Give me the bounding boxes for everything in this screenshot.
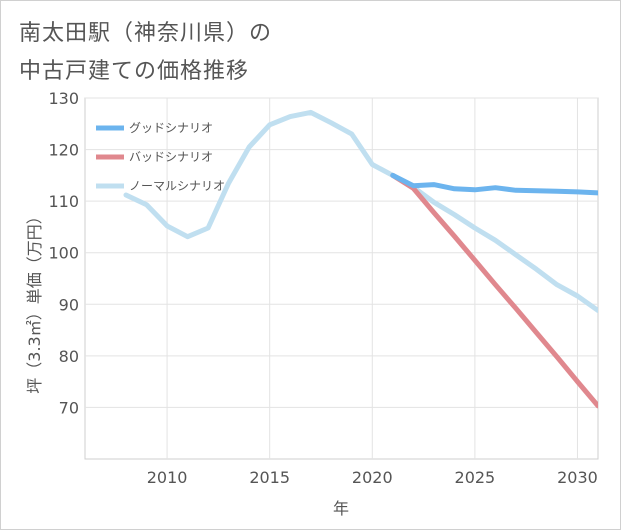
y-tick-label: 70 xyxy=(59,398,79,417)
legend-label: グッドシナリオ xyxy=(129,121,213,135)
y-tick-label: 100 xyxy=(48,244,79,263)
series-lines xyxy=(123,109,598,409)
chart-title-line1: 南太田駅（神奈川県）の xyxy=(19,21,273,46)
legend-item-normal[interactable]: ノーマルシナリオ xyxy=(96,179,225,193)
legend-item-bad[interactable]: バッドシナリオ xyxy=(96,150,213,164)
x-axis-title: 年 xyxy=(333,499,349,518)
y-axis-title: 坪（3.3㎡）単価（万円） xyxy=(25,208,44,393)
series-line-normal xyxy=(123,109,598,313)
x-axis-ticks: 2010 2015 2020 2025 2030 xyxy=(147,468,598,487)
y-tick-label: 90 xyxy=(59,295,79,314)
legend-item-good[interactable]: グッドシナリオ xyxy=(96,121,213,135)
series-line-bad xyxy=(390,172,598,409)
y-tick-label: 130 xyxy=(48,89,79,108)
x-tick-label: 2025 xyxy=(455,468,496,487)
legend-label: バッドシナリオ xyxy=(129,150,213,164)
y-tick-label: 110 xyxy=(48,192,79,211)
y-axis-ticks: 70 80 90 100 110 120 130 xyxy=(48,89,79,417)
x-tick-label: 2020 xyxy=(352,468,393,487)
series-line-good xyxy=(390,172,598,196)
plot-area xyxy=(84,97,599,460)
x-tick-label: 2010 xyxy=(147,468,188,487)
legend-label: ノーマルシナリオ xyxy=(129,179,225,193)
x-tick-label: 2030 xyxy=(557,468,598,487)
y-tick-label: 80 xyxy=(59,347,79,366)
grid-lines xyxy=(85,97,598,459)
x-tick-label: 2015 xyxy=(249,468,290,487)
y-tick-label: 120 xyxy=(48,141,79,160)
chart-title-line2: 中古戸建ての価格推移 xyxy=(19,59,250,84)
